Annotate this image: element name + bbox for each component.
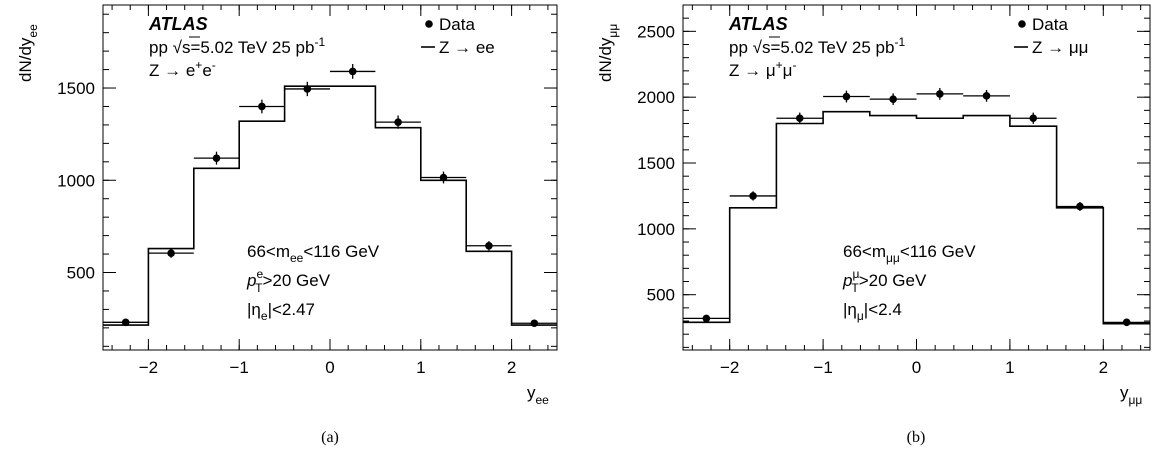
y-tick-label: 2000 <box>637 88 675 107</box>
cut-label: 66<mee<116 GeV <box>247 242 380 265</box>
cut-label: 66<mμμ<116 GeV <box>843 242 976 265</box>
y-tick-label: 1500 <box>637 154 675 173</box>
y-axis-label: dN/dyμμ <box>596 24 620 82</box>
y-tick-label: 2500 <box>637 22 675 41</box>
data-point <box>348 67 357 76</box>
legend-data-label: Data <box>439 15 475 34</box>
data-point <box>121 318 130 327</box>
data-point <box>795 114 804 123</box>
data-point <box>394 118 402 126</box>
process-label: Z → e+e- <box>149 58 216 80</box>
cut-label: pμ T>20 GeV <box>842 267 927 295</box>
y-tick-label: 1000 <box>57 171 95 190</box>
data-point <box>439 173 448 182</box>
legend-data-marker <box>425 20 433 28</box>
atlas-label: ATLAS <box>728 14 788 34</box>
data-point <box>936 90 944 98</box>
data-point <box>982 92 991 100</box>
y-tick-label: 500 <box>647 286 675 305</box>
x-tick-label: −2 <box>139 358 158 377</box>
x-tick-label: 2 <box>1099 358 1108 377</box>
x-tick-label: 1 <box>416 358 425 377</box>
x-tick-label: 0 <box>912 358 921 377</box>
cut-label: |ημ|<2.4 <box>843 300 902 323</box>
data-point <box>842 92 851 101</box>
y-tick-label: 1000 <box>637 220 675 239</box>
x-tick-label: −2 <box>720 358 739 377</box>
data-point <box>1029 114 1038 123</box>
y-tick-label: 500 <box>67 264 95 283</box>
process-label: Z → μ+μ- <box>729 58 796 80</box>
mc-histogram-line <box>103 85 557 326</box>
legend-mc-label: Z → μμ <box>1032 38 1088 57</box>
data-point <box>530 319 539 328</box>
data-point <box>258 102 266 111</box>
data-point <box>485 241 493 250</box>
data-point <box>1122 318 1131 327</box>
legend-data-label: Data <box>1032 15 1068 34</box>
panel-caption: (a) <box>321 429 339 446</box>
data-point <box>1076 202 1084 211</box>
mc-histogram-line <box>683 110 1150 325</box>
data-point <box>702 314 711 323</box>
cut-label: pe T>20 GeV <box>246 267 331 295</box>
energy-lumi-label: pp √s=5.02 TeV 25 pb-1 <box>149 35 325 57</box>
y-tick-label: 1500 <box>57 79 95 98</box>
y-axis-label: dN/dyee <box>16 24 40 82</box>
legend-data-marker <box>1018 20 1026 28</box>
panel-caption: (b) <box>907 429 926 446</box>
cut-label: |ηe|<2.47 <box>247 300 315 323</box>
data-point <box>303 85 312 93</box>
data-point <box>167 249 175 257</box>
data-point <box>889 95 897 103</box>
energy-lumi-label: pp √s=5.02 TeV 25 pb-1 <box>729 35 905 57</box>
x-tick-label: −1 <box>230 358 249 377</box>
x-axis-label: yμμ <box>1120 383 1142 407</box>
data-point <box>212 154 221 162</box>
x-tick-label: 1 <box>1005 358 1014 377</box>
x-tick-label: 0 <box>325 358 334 377</box>
data-point <box>749 192 757 200</box>
x-tick-label: −1 <box>813 358 832 377</box>
legend-mc-label: Z → ee <box>439 38 495 57</box>
atlas-label: ATLAS <box>148 14 208 34</box>
x-tick-label: 2 <box>507 358 516 377</box>
x-axis-label: yee <box>527 383 549 407</box>
